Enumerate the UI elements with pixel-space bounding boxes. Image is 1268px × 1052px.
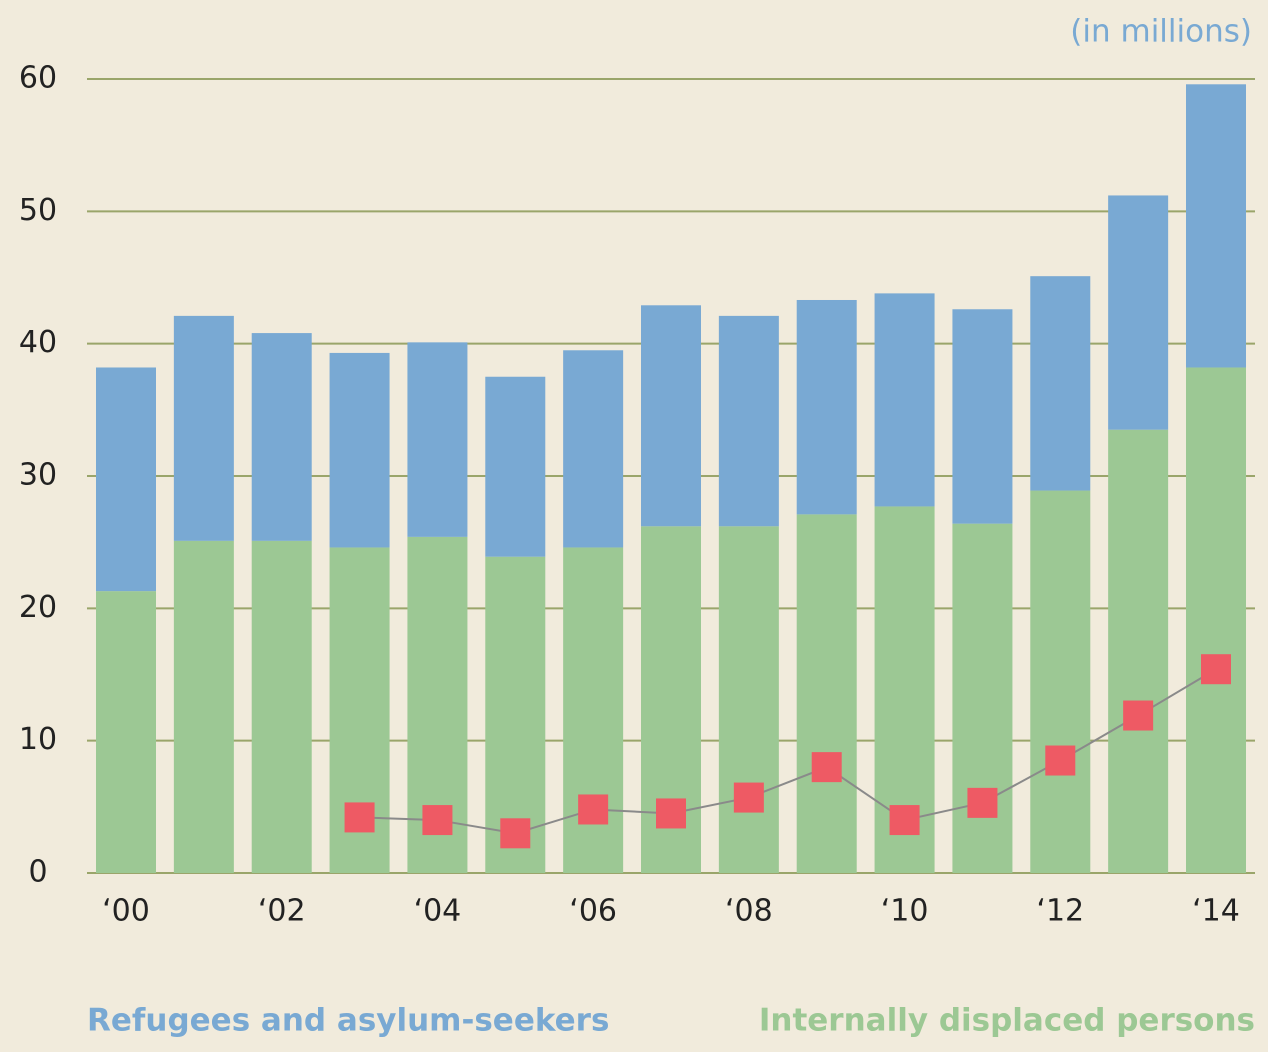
bar-segment [96,591,156,873]
x-tick-label: ‘06 [569,894,617,929]
y-tick-label: 50 [19,193,57,228]
bar-segment [641,305,701,527]
y-tick-label: 20 [19,590,57,625]
bar-segment [251,540,312,873]
marker [344,802,375,833]
bar-segment [1030,276,1091,491]
bar-segment [796,299,857,515]
x-tick-label: ‘10 [881,894,929,929]
y-tick-label: 30 [19,458,57,493]
bar-segment [96,367,156,592]
marker [578,794,609,825]
marker [656,798,686,829]
x-tick-label: ‘14 [1192,894,1240,929]
bar-segment [563,350,624,548]
x-tick-label: ‘02 [258,894,306,929]
bar-segment [874,293,935,507]
bar-segment [1030,490,1091,873]
marker [1045,745,1076,776]
marker [1123,700,1154,731]
bar-segment [329,352,390,548]
bar-segment [251,333,312,541]
bar-segment [407,342,468,537]
y-tick-label: 0 [28,855,47,890]
bar-segment [1108,195,1169,430]
marker [1201,654,1231,685]
unit-note: (in millions) [1070,14,1252,50]
marker [811,752,842,783]
marker [889,805,920,836]
legend-entry: Refugees and asylum-seekers [87,1003,609,1039]
marker [500,818,531,849]
bar-segment [718,315,779,527]
x-tick-label: ‘12 [1036,894,1084,929]
legend-entry: Internally displaced persons [759,1003,1255,1039]
marker [422,805,453,836]
bar-segment [1186,367,1246,873]
bar-segment [1186,84,1246,368]
y-tick-label: 40 [19,325,57,360]
x-tick-label: ‘08 [725,894,773,929]
y-tick-label: 60 [19,61,57,96]
x-tick-label: ‘04 [414,894,462,929]
bar-segment [485,376,546,557]
bar-segment [173,540,234,873]
bar-segment [718,526,779,873]
x-tick-label: ‘00 [102,894,150,929]
marker [967,787,998,818]
marker [733,782,764,813]
bar-segment [1108,429,1169,873]
y-tick-label: 10 [19,722,57,757]
bar-segment [173,315,234,541]
bar-segment [952,523,1013,873]
bar-segment [796,514,857,873]
bar-segment [952,309,1013,524]
